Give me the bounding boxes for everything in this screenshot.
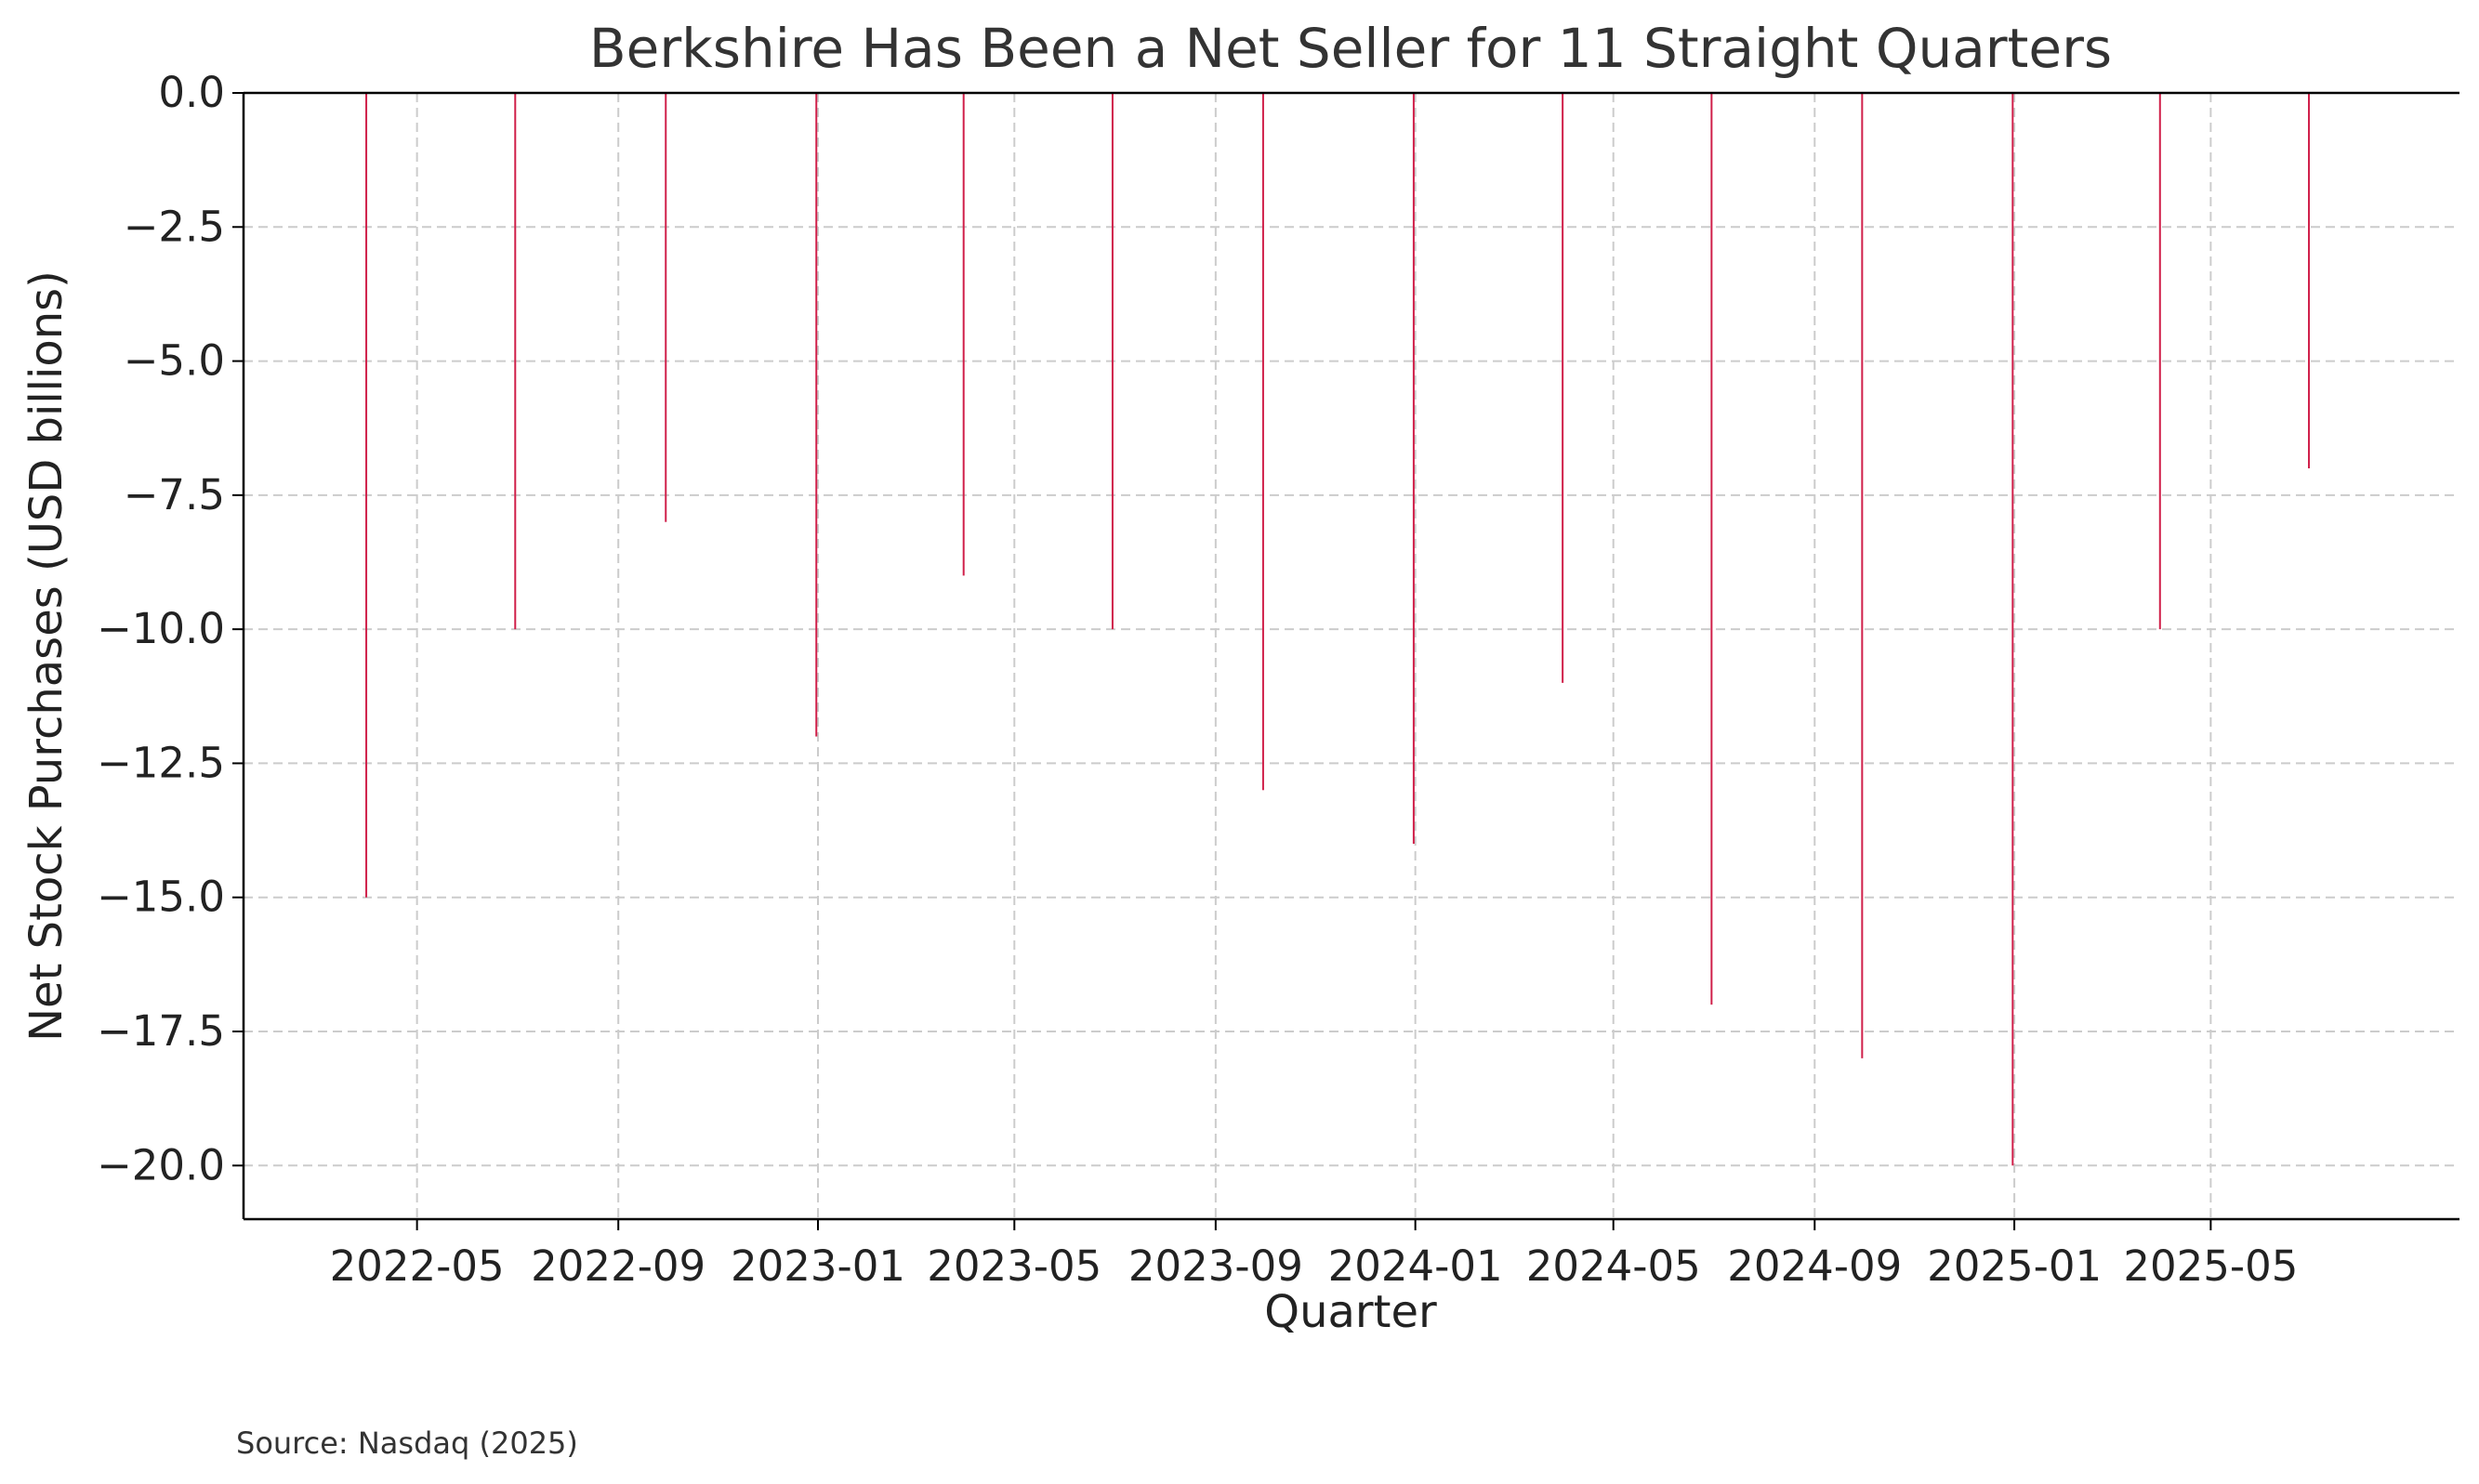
x-tick-label: 2025-01 xyxy=(1927,1241,2102,1291)
x-tick-label: 2024-01 xyxy=(1328,1241,1503,1291)
y-tick-label: −7.5 xyxy=(124,470,225,519)
bar xyxy=(962,93,965,576)
bar xyxy=(2308,93,2311,468)
y-tick-label: −10.0 xyxy=(97,604,225,653)
bar xyxy=(1261,93,1264,791)
y-tick-label: −15.0 xyxy=(97,873,225,922)
bar xyxy=(1111,93,1114,630)
x-tick-label: 2024-09 xyxy=(1727,1241,1902,1291)
y-tick-label: −12.5 xyxy=(97,738,225,787)
bar xyxy=(1710,93,1713,1005)
y-tick-label: −20.0 xyxy=(97,1140,225,1189)
bar xyxy=(514,93,517,630)
grid-lines xyxy=(244,92,2459,1219)
x-tick-label: 2023-09 xyxy=(1128,1241,1303,1291)
bar xyxy=(1562,93,1564,683)
bar xyxy=(365,93,368,898)
bar xyxy=(2158,93,2161,630)
x-ticks: 2022-05 2022-09 2023-01 2023-05 2023-09 2024-… xyxy=(330,1219,2298,1291)
x-axis-label: Quarter xyxy=(1264,1286,1437,1338)
bars xyxy=(365,93,2311,1166)
bar xyxy=(1861,93,1864,1058)
x-tick-label: 2024-05 xyxy=(1526,1241,1701,1291)
x-tick-label: 2022-05 xyxy=(330,1241,505,1291)
bar xyxy=(2011,93,2014,1166)
y-ticks: 0.0 −2.5 −5.0 −7.5 −10.0 −12.5 −15.0 −17.5 −20.0 xyxy=(97,68,244,1189)
bar xyxy=(665,93,667,522)
bar xyxy=(1412,93,1415,844)
axes xyxy=(242,91,2459,1221)
y-axis-label: Net Stock Purchases (USD billions) xyxy=(20,270,73,1042)
x-tick-label: 2025-05 xyxy=(2123,1241,2298,1291)
chart-title: Berkshire Has Been a Net Seller for 11 S… xyxy=(589,17,2112,80)
bar xyxy=(815,93,818,737)
y-tick-label: 0.0 xyxy=(158,68,225,117)
y-tick-label: −17.5 xyxy=(97,1006,225,1056)
x-tick-label: 2023-05 xyxy=(927,1241,1101,1291)
y-tick-label: −5.0 xyxy=(124,336,225,386)
source-note: Source: Nasdaq (2025) xyxy=(236,1425,578,1461)
x-tick-label: 2022-09 xyxy=(531,1241,705,1291)
x-tick-label: 2023-01 xyxy=(731,1241,905,1291)
y-tick-label: −2.5 xyxy=(124,202,225,251)
